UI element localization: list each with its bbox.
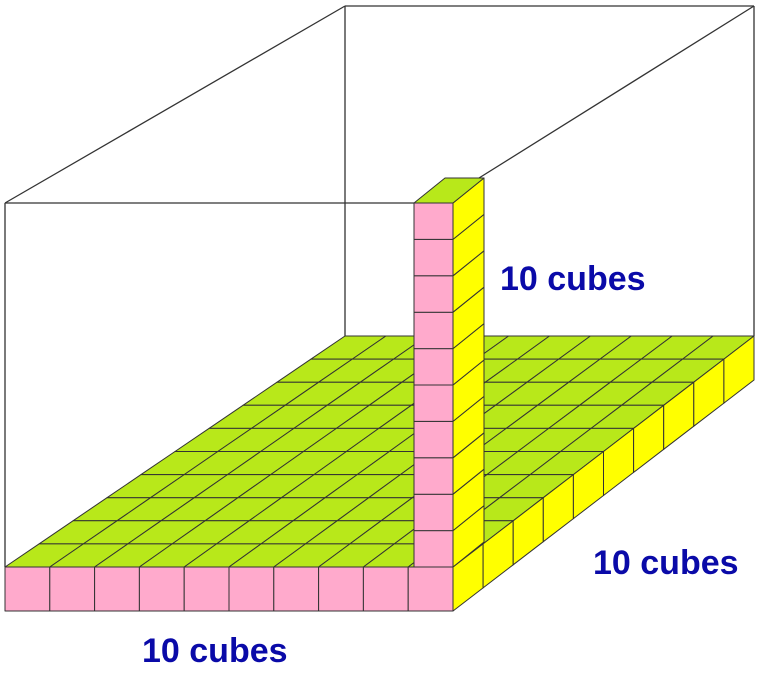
column-cube-front: [413, 348, 454, 386]
base-cube-front: [183, 566, 230, 612]
base-cube-front: [407, 566, 454, 612]
vertical-cube-column: [413, 177, 485, 568]
column-cube-front: [413, 384, 454, 422]
depth-label: 10 cubes: [593, 544, 739, 582]
base-layer-front-faces: [4, 566, 454, 612]
base-cube-front: [273, 566, 320, 612]
column-cube-front: [413, 530, 454, 568]
column-cube-front: [413, 238, 454, 277]
box-wireframe: [4, 5, 755, 567]
base-cube-front: [49, 566, 96, 612]
column-cube-front: [413, 493, 454, 532]
column-cube-top: [413, 177, 485, 204]
base-cube-front: [138, 566, 185, 612]
column-cube-front: [413, 202, 454, 240]
base-cube-side: [723, 335, 755, 404]
column-cube-front: [413, 275, 454, 313]
base-cube-front: [362, 566, 409, 612]
width-label: 10 cubes: [142, 632, 288, 670]
wireframe-edge: [4, 5, 346, 204]
height-label: 10 cubes: [500, 260, 646, 298]
column-cube-front: [413, 420, 454, 459]
column-cube-front: [413, 457, 454, 495]
column-cube-front: [413, 311, 454, 350]
base-layer-side-faces: [452, 335, 755, 612]
base-cube-front: [228, 566, 275, 612]
base-cube-front: [4, 566, 51, 612]
base-cube-front: [94, 566, 140, 612]
base-cube-front: [318, 566, 364, 612]
wireframe-edge: [478, 5, 755, 179]
